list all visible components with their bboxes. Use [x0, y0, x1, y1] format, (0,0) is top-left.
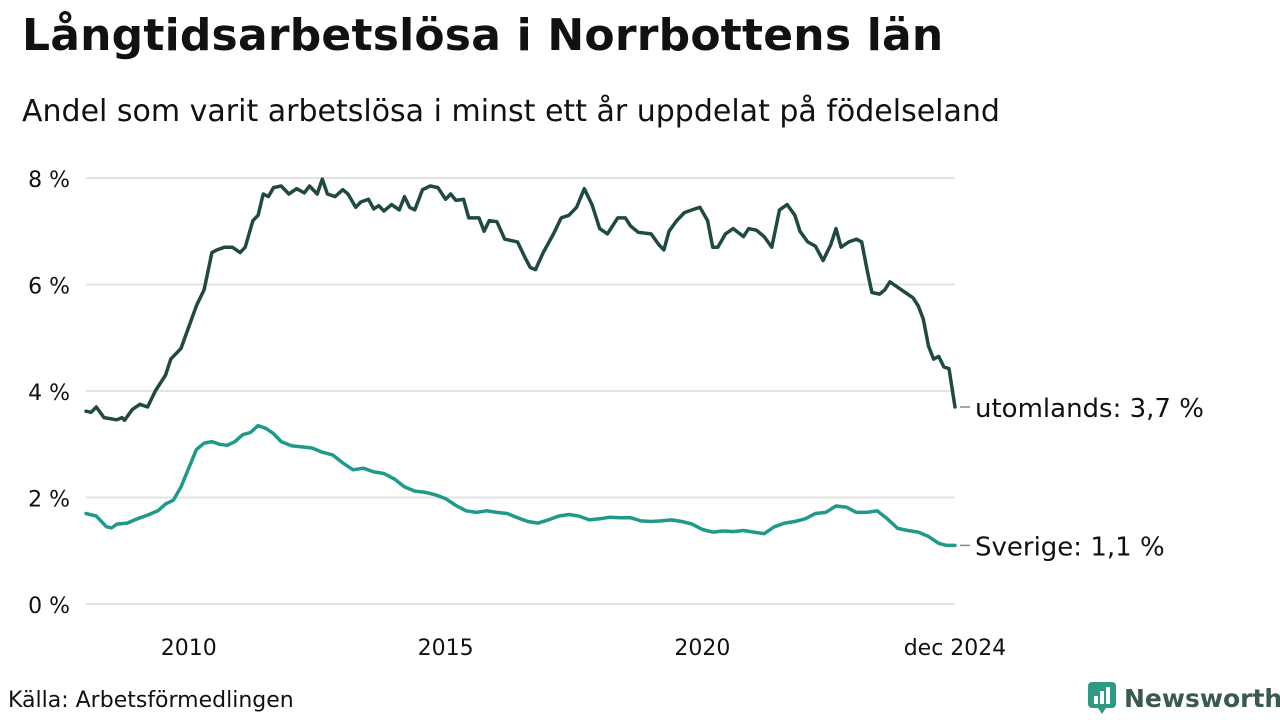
- newsworthy-logo-text: Newsworthy: [1124, 683, 1280, 713]
- x-tick-label: dec 2024: [904, 636, 1007, 661]
- axis-labels: 0 % 2 % 4 % 6 % 8 % 2010 2015 2020 dec 2024: [28, 168, 1006, 661]
- chart-subtitle: Andel som varit arbetslösa i minst ett å…: [22, 94, 1000, 129]
- y-tick-label: 6 %: [28, 275, 70, 300]
- x-tick-label: 2020: [674, 636, 730, 661]
- x-tick-label: 2015: [418, 636, 474, 661]
- series-line-utomlands: [84, 177, 957, 423]
- newsworthy-logo-icon: [1088, 682, 1116, 714]
- gridlines: [86, 177, 955, 605]
- y-tick-label: 2 %: [28, 488, 70, 513]
- y-tick-label: 4 %: [28, 381, 70, 406]
- y-tick-label: 0 %: [28, 594, 70, 619]
- series-label-sverige: Sverige: 1,1 %: [975, 532, 1165, 562]
- source-note: Källa: Arbetsförmedlingen: [8, 688, 294, 713]
- series-lines: [84, 177, 957, 548]
- series-label-utomlands: utomlands: 3,7 %: [975, 394, 1204, 424]
- series-line-sverige: [84, 423, 957, 548]
- series-labels: utomlands: 3,7 % Sverige: 1,1 %: [960, 394, 1204, 562]
- x-tick-label: 2010: [161, 636, 217, 661]
- chart-title: Långtidsarbetslösa i Norrbottens län: [22, 10, 944, 61]
- y-tick-label: 8 %: [28, 168, 70, 193]
- newsworthy-logo: Newsworthy: [1088, 682, 1280, 714]
